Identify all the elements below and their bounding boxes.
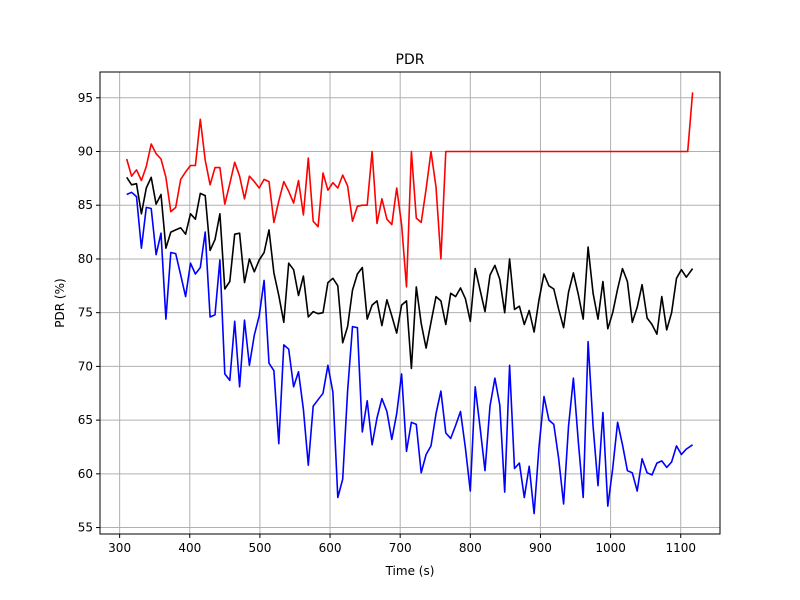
series-line-2 (126, 176, 694, 370)
y-axis-label: PDR (%) (53, 278, 67, 327)
x-tick-label: 400 (178, 541, 201, 555)
x-tick-label: 1100 (665, 541, 696, 555)
grid (100, 72, 720, 534)
x-tick-label: 600 (319, 541, 342, 555)
series-line-1 (125, 92, 694, 288)
y-tick-label: 75 (78, 306, 93, 320)
x-tick-label: 300 (108, 541, 131, 555)
y-tick-label: 70 (78, 359, 93, 373)
x-tick-label: 800 (459, 541, 482, 555)
y-tick-label: 55 (78, 521, 93, 535)
series-lines (125, 92, 694, 515)
chart-title: PDR (396, 52, 425, 68)
series-line-3 (126, 191, 694, 515)
x-tick-label: 900 (529, 541, 552, 555)
x-axis: 300 400 500 600 700 800 900 1000 1100 (108, 534, 696, 555)
plot-frame (99, 71, 721, 535)
y-tick-label: 95 (78, 91, 93, 105)
y-tick-label: 65 (78, 413, 93, 427)
y-tick-label: 60 (78, 467, 93, 481)
x-tick-label: 500 (248, 541, 271, 555)
y-tick-label: 85 (78, 198, 93, 212)
y-tick-label: 90 (78, 145, 93, 159)
y-tick-label: 80 (78, 252, 93, 266)
x-tick-label: 1000 (595, 541, 626, 555)
x-axis-label: Time (s) (385, 564, 435, 578)
x-tick-label: 700 (389, 541, 412, 555)
y-axis: 55 60 65 70 75 80 85 90 95 (78, 91, 100, 535)
